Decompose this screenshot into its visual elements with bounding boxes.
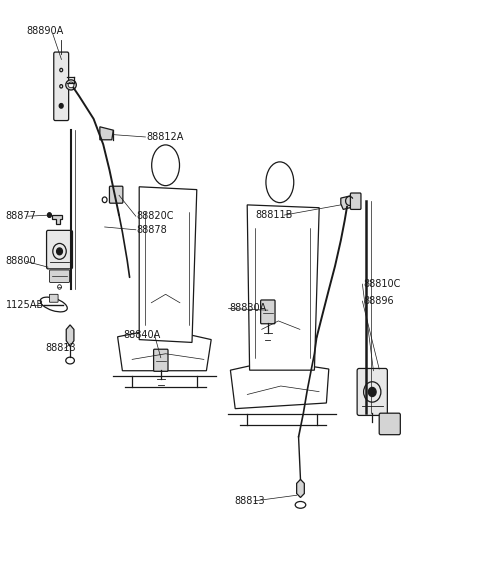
Ellipse shape <box>152 145 180 186</box>
Text: 88800: 88800 <box>6 256 36 267</box>
Polygon shape <box>66 325 74 346</box>
Polygon shape <box>341 195 354 209</box>
FancyBboxPatch shape <box>154 349 168 371</box>
Polygon shape <box>247 205 319 370</box>
Circle shape <box>60 104 63 108</box>
Text: 88877: 88877 <box>6 211 36 221</box>
Text: 88896: 88896 <box>364 296 395 306</box>
FancyBboxPatch shape <box>49 270 70 282</box>
Ellipse shape <box>68 82 74 88</box>
FancyBboxPatch shape <box>261 300 275 324</box>
FancyBboxPatch shape <box>350 193 361 209</box>
FancyBboxPatch shape <box>54 52 69 121</box>
Text: 88840A: 88840A <box>124 330 161 340</box>
Text: 88810C: 88810C <box>364 279 401 289</box>
Ellipse shape <box>266 162 294 203</box>
Polygon shape <box>100 127 113 140</box>
Polygon shape <box>139 187 197 342</box>
Polygon shape <box>52 215 62 224</box>
Text: 88830A: 88830A <box>229 303 267 314</box>
Text: 88813: 88813 <box>46 343 76 353</box>
Ellipse shape <box>66 80 76 90</box>
Polygon shape <box>297 479 304 498</box>
Text: 88812A: 88812A <box>146 132 184 142</box>
Text: 88811B: 88811B <box>255 210 293 220</box>
Text: 88878: 88878 <box>137 225 168 235</box>
Polygon shape <box>230 361 329 409</box>
Text: 88890A: 88890A <box>26 26 64 36</box>
Text: 88820C: 88820C <box>137 211 174 221</box>
FancyBboxPatch shape <box>109 186 123 203</box>
FancyBboxPatch shape <box>357 368 387 415</box>
FancyBboxPatch shape <box>379 413 400 435</box>
FancyBboxPatch shape <box>47 230 72 269</box>
Circle shape <box>48 213 51 217</box>
Text: 88813: 88813 <box>234 496 265 506</box>
Polygon shape <box>118 328 211 371</box>
Text: 1125AB: 1125AB <box>6 299 44 310</box>
FancyBboxPatch shape <box>49 294 58 302</box>
Circle shape <box>369 388 376 396</box>
Circle shape <box>48 213 51 217</box>
Circle shape <box>57 248 62 255</box>
